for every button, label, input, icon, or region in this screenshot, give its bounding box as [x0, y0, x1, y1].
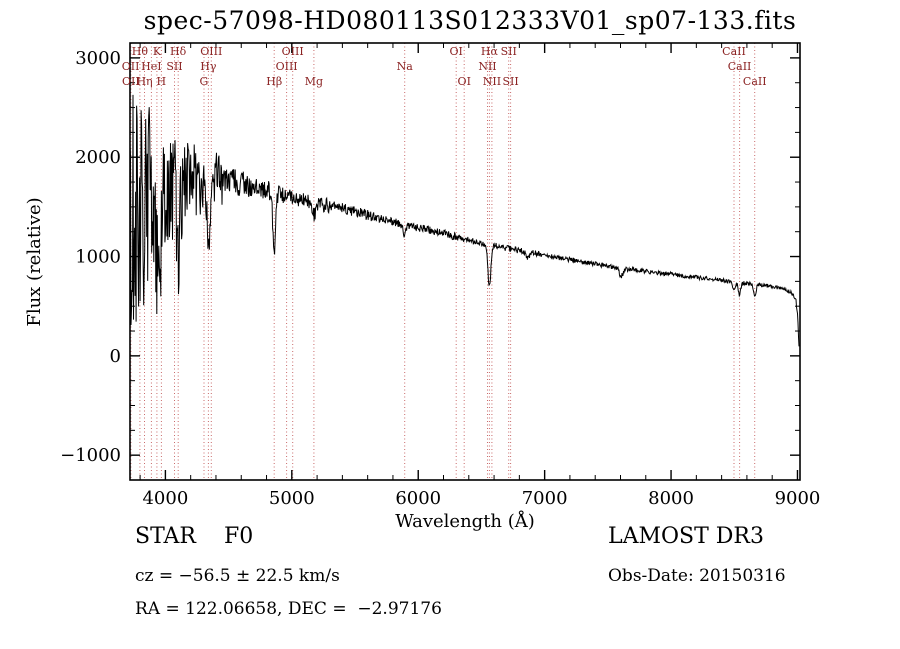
marker-label: SII	[503, 75, 519, 88]
marker-label: H	[157, 75, 167, 88]
marker-label: Hβ	[266, 75, 282, 88]
marker-label: K	[153, 45, 162, 58]
marker-label: OI	[449, 45, 462, 58]
y-tick-label: 3000	[75, 48, 121, 69]
y-tick-label: 2000	[75, 147, 121, 168]
marker-label: SII	[166, 60, 182, 73]
marker-label: Hγ	[200, 60, 217, 73]
obs-date-label: Obs-Date: 20150316	[608, 566, 786, 586]
marker-label: Hδ	[170, 45, 187, 58]
survey-release-label: LAMOST DR3	[608, 524, 764, 549]
x-tick-label: 7000	[522, 488, 568, 509]
marker-label: Na	[397, 60, 414, 73]
marker-label: OII	[122, 75, 140, 88]
y-tick-label: 0	[110, 346, 121, 367]
marker-label: OIII	[200, 45, 222, 58]
marker-label: CaII	[743, 75, 767, 88]
coordinates-label: RA = 122.06658, DEC = −2.97176	[135, 599, 442, 619]
marker-label: NII	[478, 60, 496, 73]
object-class-label: STAR F0	[135, 524, 254, 549]
marker-label: CaII	[728, 60, 752, 73]
marker-label: OI	[458, 75, 471, 88]
marker-label: SII	[501, 45, 517, 58]
x-tick-label: 4000	[142, 488, 188, 509]
spectrum-line	[129, 94, 800, 347]
marker-label: Hθ	[132, 45, 149, 58]
y-axis-label: Flux (relative)	[24, 197, 45, 326]
x-tick-label: 5000	[269, 488, 315, 509]
marker-label: CaII	[722, 45, 746, 58]
plot-frame	[129, 42, 801, 481]
marker-label: Hη	[136, 75, 152, 88]
radial-velocity-label: cz = −56.5 ± 22.5 km/s	[135, 566, 340, 586]
marker-label: OIII	[276, 60, 298, 73]
marker-label: NII	[483, 75, 501, 88]
marker-label: OII	[122, 60, 140, 73]
plot-title: spec-57098-HD080113S012333V01_sp07-133.f…	[143, 6, 797, 35]
marker-label: OIII	[282, 45, 304, 58]
x-axis-label: Wavelength (Å)	[395, 510, 535, 532]
y-tick-label: −1000	[60, 445, 121, 466]
x-tick-label: 9000	[775, 488, 821, 509]
y-tick-label: 1000	[75, 247, 121, 268]
marker-label: HeI	[141, 60, 161, 73]
x-tick-label: 6000	[395, 488, 441, 509]
marker-label: Mg	[305, 75, 323, 88]
marker-label: G	[200, 75, 209, 88]
x-tick-label: 8000	[648, 488, 694, 509]
marker-label: Hα	[481, 45, 499, 58]
